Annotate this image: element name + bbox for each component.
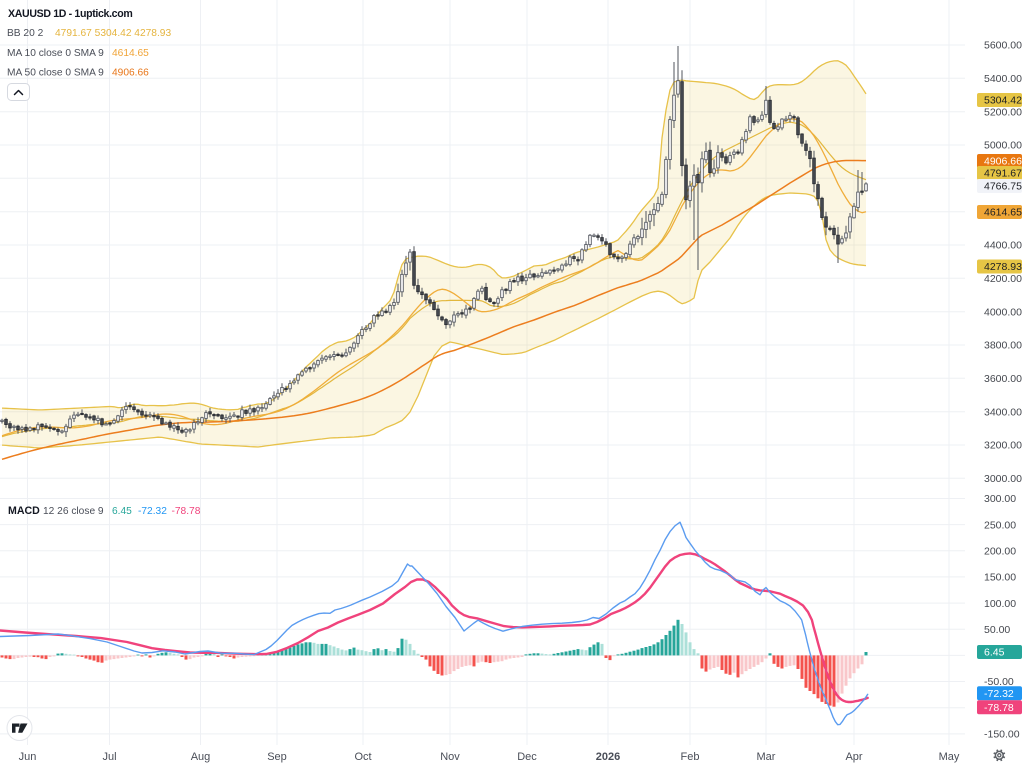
svg-text:3200.00: 3200.00: [984, 440, 1022, 452]
svg-text:6.45: 6.45: [112, 506, 132, 517]
svg-text:Sep: Sep: [267, 751, 287, 763]
svg-text:5000.00: 5000.00: [984, 140, 1022, 152]
svg-text:4614.65: 4614.65: [112, 48, 149, 59]
svg-text:MA 10 close 0 SMA 9: MA 10 close 0 SMA 9: [7, 48, 104, 59]
svg-text:May: May: [939, 751, 960, 763]
svg-text:Mar: Mar: [757, 751, 776, 763]
svg-text:MACD: MACD: [8, 505, 40, 517]
svg-text:Nov: Nov: [440, 751, 460, 763]
svg-text:3400.00: 3400.00: [984, 406, 1022, 418]
svg-text:Jul: Jul: [102, 751, 116, 763]
svg-text:4278.93: 4278.93: [984, 261, 1022, 273]
svg-text:Jun: Jun: [19, 751, 37, 763]
svg-text:200.00: 200.00: [984, 546, 1016, 558]
svg-text:4766.75: 4766.75: [984, 181, 1022, 193]
svg-text:MA 50 close 0 SMA 9: MA 50 close 0 SMA 9: [7, 68, 104, 79]
svg-text:250.00: 250.00: [984, 519, 1016, 531]
svg-text:XAUUSD 1D - 1uptick.com: XAUUSD 1D - 1uptick.com: [8, 8, 132, 20]
svg-text:12 26 close 9: 12 26 close 9: [43, 506, 104, 517]
svg-text:3800.00: 3800.00: [984, 340, 1022, 352]
svg-text:4791.67 5304.42 4278.93: 4791.67 5304.42 4278.93: [55, 28, 171, 39]
svg-text:BB 20 2: BB 20 2: [7, 28, 44, 39]
svg-text:-72.32: -72.32: [138, 506, 167, 517]
svg-text:4200.00: 4200.00: [984, 273, 1022, 285]
svg-text:6.45: 6.45: [984, 647, 1005, 659]
svg-text:300.00: 300.00: [984, 493, 1016, 505]
svg-text:Feb: Feb: [681, 751, 700, 763]
svg-text:4614.65: 4614.65: [984, 207, 1022, 219]
svg-text:4906.66: 4906.66: [112, 68, 149, 79]
svg-text:Aug: Aug: [191, 751, 211, 763]
svg-text:4791.67: 4791.67: [984, 168, 1022, 180]
svg-text:3000.00: 3000.00: [984, 473, 1022, 485]
svg-text:-150.00: -150.00: [984, 729, 1020, 741]
svg-text:150.00: 150.00: [984, 572, 1016, 584]
svg-text:5600.00: 5600.00: [984, 40, 1022, 52]
svg-text:Dec: Dec: [517, 751, 537, 763]
svg-text:-78.78: -78.78: [172, 506, 201, 517]
svg-text:Apr: Apr: [845, 751, 862, 763]
svg-text:3600.00: 3600.00: [984, 373, 1022, 385]
svg-text:2026: 2026: [596, 751, 620, 763]
svg-text:5304.42: 5304.42: [984, 95, 1022, 107]
svg-text:5400.00: 5400.00: [984, 73, 1022, 85]
svg-text:-72.32: -72.32: [984, 688, 1014, 700]
svg-text:Oct: Oct: [354, 751, 371, 763]
svg-text:4906.66: 4906.66: [984, 156, 1022, 168]
svg-text:-78.78: -78.78: [984, 702, 1014, 714]
svg-text:-50.00: -50.00: [984, 676, 1014, 688]
svg-text:100.00: 100.00: [984, 598, 1016, 610]
svg-text:50.00: 50.00: [984, 624, 1010, 636]
svg-text:5200.00: 5200.00: [984, 106, 1022, 118]
svg-text:4000.00: 4000.00: [984, 306, 1022, 318]
svg-text:4400.00: 4400.00: [984, 240, 1022, 252]
